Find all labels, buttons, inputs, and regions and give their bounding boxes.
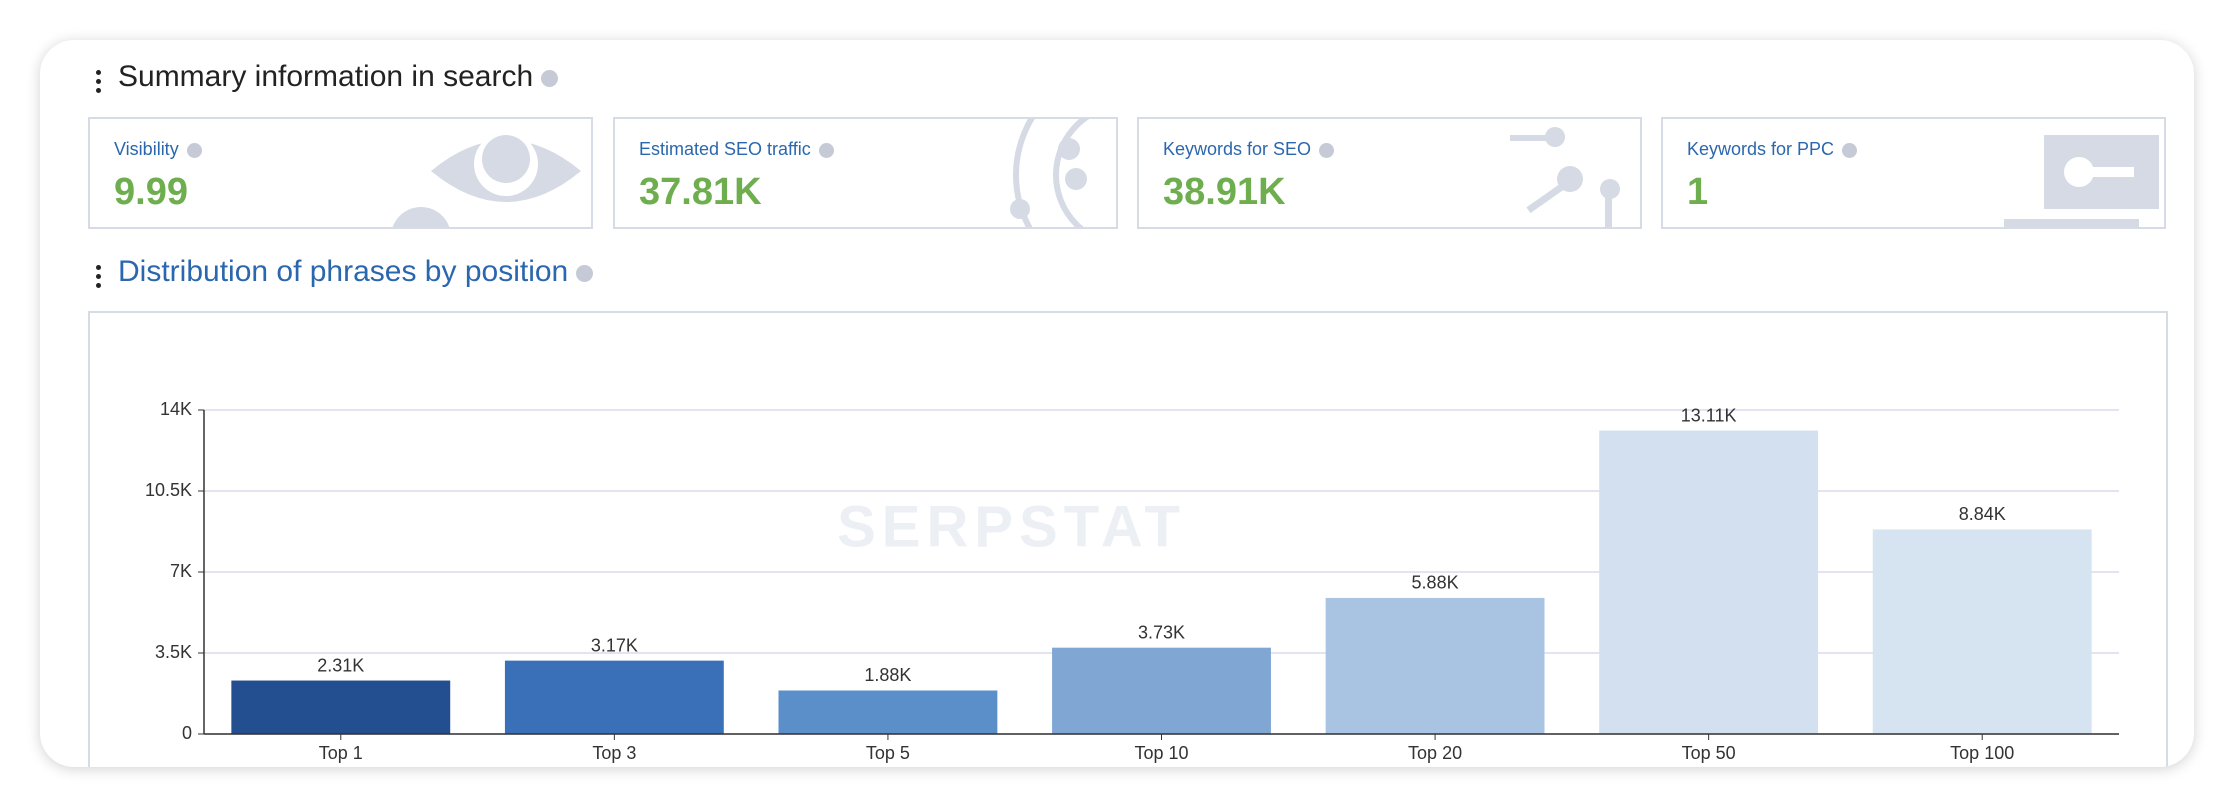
card-value: 37.81K <box>639 171 762 213</box>
x-tick-label: Top 100 <box>1950 743 2014 763</box>
key-board-icon <box>2004 135 2159 227</box>
info-icon[interactable] <box>186 142 202 158</box>
x-tick-label: Top 20 <box>1408 743 1462 763</box>
bar <box>1325 597 1545 734</box>
metric-card: Visibility 9.99 <box>88 117 593 229</box>
title-text: Distribution of phrases by position <box>118 255 569 288</box>
chart: SERPSTAT 0 3.5K 7K 10.5K 14K 2.31K Top 1 3.17K To… <box>145 399 2119 763</box>
orbit-icon <box>1010 119 1090 227</box>
label-text: Keywords for PPC <box>1687 139 1835 159</box>
card-label: Estimated SEO traffic <box>639 139 834 160</box>
card-value: 38.91K <box>1163 171 1286 213</box>
bar <box>1872 529 2092 734</box>
section-title: Distribution of phrases by position <box>118 255 594 289</box>
card-value: 9.99 <box>114 171 188 213</box>
data-label: 3.17K <box>591 635 638 655</box>
eye-icon <box>392 132 581 227</box>
bar <box>1599 430 1819 734</box>
x-tick-label: Top 10 <box>1134 743 1188 763</box>
panel: Summary information in search Visibility… <box>40 40 2194 767</box>
data-label: 2.31K <box>317 655 364 675</box>
card-value: 1 <box>1687 171 1709 213</box>
y-tick-label: 3.5K <box>155 642 192 662</box>
drag-handle[interactable] <box>96 70 101 97</box>
metric-card: Keywords for SEO 38.91K <box>1137 117 1642 229</box>
bar <box>1052 647 1271 734</box>
x-tick-label: Top 50 <box>1682 743 1736 763</box>
label-text: Keywords for SEO <box>1163 139 1312 159</box>
label-text: Visibility <box>114 139 179 159</box>
y-tick-label: 7K <box>170 561 192 581</box>
info-icon[interactable] <box>1842 142 1858 158</box>
bar <box>504 660 724 734</box>
info-icon[interactable] <box>818 142 834 158</box>
data-label: 5.88K <box>1412 573 1459 593</box>
bar <box>778 690 998 734</box>
metric-card: Keywords for PPC 1 <box>1661 117 2166 229</box>
info-icon[interactable] <box>576 264 594 282</box>
x-tick-label: Top 3 <box>592 743 636 763</box>
y-tick-label: 10.5K <box>145 480 192 500</box>
drag-handle[interactable] <box>96 265 101 292</box>
card-label: Visibility <box>114 139 202 160</box>
x-tick-label: Top 5 <box>866 743 910 763</box>
section-title: Summary information in search <box>118 60 559 94</box>
y-tick-label: 14K <box>160 399 192 419</box>
title-text: Summary information in search <box>118 60 534 93</box>
data-label: 3.73K <box>1138 622 1185 642</box>
card-label: Keywords for PPC <box>1687 139 1858 160</box>
keys-icon <box>1510 127 1620 227</box>
label-text: Estimated SEO traffic <box>639 139 811 159</box>
bar <box>231 680 451 734</box>
watermark: SERPSTAT <box>837 494 1186 559</box>
card-label: Keywords for SEO <box>1163 139 1335 160</box>
info-icon[interactable] <box>541 69 559 87</box>
y-tick-label: 0 <box>182 723 192 743</box>
data-label: 13.11K <box>1681 405 1737 425</box>
data-label: 1.88K <box>864 665 911 685</box>
x-tick-label: Top 1 <box>319 743 363 763</box>
info-icon[interactable] <box>1319 142 1335 158</box>
data-label: 8.84K <box>1959 504 2006 524</box>
metric-card: Estimated SEO traffic 37.81K <box>613 117 1118 229</box>
chart-frame: SERPSTAT 0 3.5K 7K 10.5K 14K 2.31K Top 1 3.17K To… <box>88 311 2168 767</box>
